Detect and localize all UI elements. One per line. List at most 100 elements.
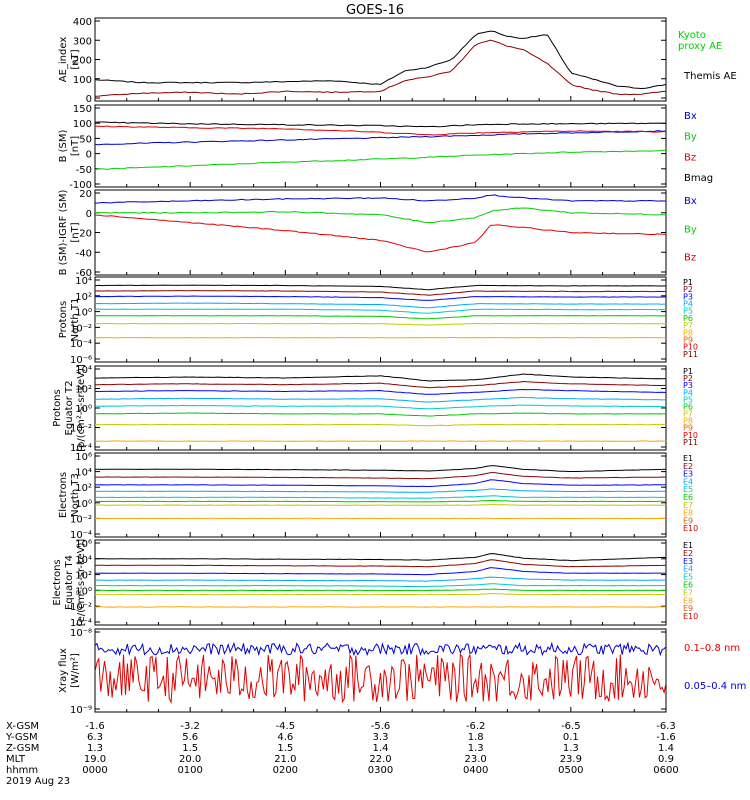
x-axis-value: 0600 [653,765,678,776]
panel-frame [94,365,667,451]
channel-label: E6 [683,493,693,502]
panel-frame [94,17,667,102]
y-tick-label: 10⁴ [75,555,92,566]
legend-label: Kyoto [678,30,706,41]
series-line-p3 [95,388,666,395]
series-line-e2 [95,559,666,568]
x-axis-value: 4.6 [277,732,293,743]
y-tick-label: -60 [76,268,92,279]
x-axis-value: -3.2 [180,721,200,732]
x-axis-value: 0.1 [563,732,579,743]
channel-label: E7 [683,501,693,510]
x-axis-value: 0000 [82,765,107,776]
x-axis-value: 20.0 [179,754,201,765]
channel-label: P1 [683,278,693,287]
series-line-e6 [95,588,666,592]
x-axis-value: 23.9 [560,754,582,765]
y-axis-label: ProtonsNorth T1 [58,298,81,342]
y-tick-label: 150 [73,104,92,115]
series-line-0-05-0-4-nm [95,641,666,657]
y-axis-label: B (SM)[nT] [58,129,81,162]
y-tick-label: 20 [79,189,92,200]
series-line-p1 [95,373,666,382]
x-axis-value: 1.3 [87,743,103,754]
x-axis-value: -5.6 [371,721,391,732]
y-tick-label: 100 [73,75,92,86]
y-tick-label: 10⁻² [70,514,92,525]
channel-label: P4 [683,388,693,397]
channel-label: P3 [683,381,693,390]
x-axis-value: 5.6 [182,732,198,743]
channel-label: P4 [683,300,693,309]
channel-label: P11 [683,350,698,359]
y-tick-label: 10² [75,571,92,582]
channel-label: P5 [683,307,693,316]
x-axis-value: -6.2 [466,721,486,732]
y-tick-label: 10⁻⁴ [70,530,92,541]
y-axis-label: ProtonsEquator T2[p/(cm²-s-sr-keV)] [52,364,87,452]
series-line-p1 [95,284,666,291]
channel-label: P5 [683,395,693,404]
series-line-p7 [95,322,666,326]
y-tick-label: 10⁻² [70,602,92,613]
channel-label: P7 [683,321,693,330]
series-line-bx [95,194,666,204]
channel-label: P8 [683,328,693,337]
y-tick-label: 0 [86,94,92,105]
x-axis-row-label: hhmm [6,765,38,776]
y-tick-label: -50 [76,165,92,176]
series-line-p6 [95,315,666,320]
series-line-kyoto-proxy-ae [95,39,666,97]
y-tick-label: 10⁻⁹ [70,705,92,716]
y-tick-label: 10⁰ [75,499,92,510]
x-axis-value: 1.3 [468,743,484,754]
y-tick-label: 10⁶ [75,539,92,550]
series-line-p5 [95,404,666,410]
y-tick-label: 10⁴ [75,365,92,376]
channel-label: E3 [683,557,693,566]
x-axis-value: -1.6 [85,721,105,732]
series-line-bz [95,125,666,136]
x-axis-value: 1.5 [182,743,198,754]
x-axis-value: 23.0 [465,754,487,765]
y-tick-label: 10⁰ [75,308,92,319]
y-tick-label: 10⁻⁴ [70,443,92,454]
x-axis-value: 0400 [463,765,488,776]
y-axis-label: ElectronsNorth T3 [58,472,81,518]
legend-label: 0.1–0.8 nm [684,643,740,654]
channel-label: P10 [683,431,698,440]
y-tick-label: 10⁴ [75,468,92,479]
y-tick-label: 10² [75,385,92,396]
legend-label: Bz [684,152,696,163]
legend-label: Bx [684,111,697,122]
series-line-e5 [95,495,666,499]
x-axis-value: 3.3 [373,732,389,743]
y-tick-label: 10⁰ [75,404,92,415]
series-line-0-1-0-8-nm [95,652,666,705]
y-axis-label: AE_index[nT] [58,37,81,83]
y-tick-label: 10⁶ [75,452,92,463]
channel-label: E5 [683,485,693,494]
series-line-e4 [95,488,666,493]
series-line-by [95,149,666,171]
panel-frame [94,104,667,188]
x-axis-value: 0300 [368,765,393,776]
series-line-e3 [95,479,666,488]
series-line-p4 [95,302,666,309]
channel-label: P1 [683,367,693,376]
series-line-e1 [95,553,666,562]
series-line-by [95,207,666,223]
x-axis-value: 21.0 [274,754,296,765]
x-axis-value: -4.5 [276,721,296,732]
x-axis-value: 1.4 [373,743,389,754]
y-tick-label: 200 [73,56,92,67]
y-tick-label: 10⁰ [75,586,92,597]
channel-label: P2 [683,285,693,294]
channel-label: E2 [683,462,693,471]
channel-label: P9 [683,335,693,344]
channel-label: P8 [683,417,693,426]
series-line-p7 [95,423,666,427]
series-line-e1 [95,465,666,472]
x-axis-value: 22.0 [369,754,391,765]
